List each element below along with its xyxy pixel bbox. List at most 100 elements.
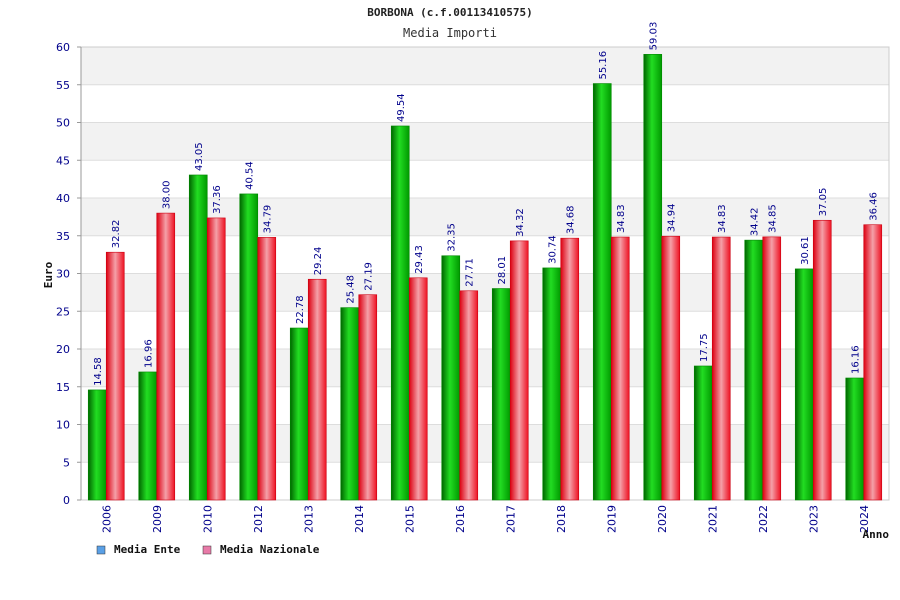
data-label: 28.01 [497,256,508,285]
bar-media-nazionale-2018 [560,237,580,501]
data-label: 34.83 [717,204,728,233]
bar-media-ente-2006 [87,389,107,501]
y-tick-label: 25 [56,305,70,318]
data-label: 34.32 [515,208,526,237]
bar-media-ente-2020 [643,54,663,501]
data-label: 16.16 [851,345,862,374]
y-tick-label: 55 [56,79,70,92]
bar-media-ente-2018 [542,267,562,501]
bar-media-nazionale-2017 [509,240,529,501]
bar-media-ente-2012 [239,193,259,501]
data-label: 30.74 [548,235,559,264]
data-label: 17.75 [699,333,710,362]
data-label: 22.78 [295,295,306,324]
data-label: 27.71 [465,258,476,287]
x-tick-label-2015: 2015 [403,505,416,533]
bar-media-nazionale-2015 [408,277,428,501]
legend-label-media-nazionale: Media Nazionale [220,543,320,556]
data-label: 16.96 [144,339,155,368]
grid-band [81,160,889,198]
bar-media-nazionale-2019 [610,236,630,501]
data-label: 34.85 [768,204,779,233]
x-tick-label-2013: 2013 [302,505,315,533]
x-tick-label-2016: 2016 [454,505,467,533]
data-label: 34.42 [750,207,761,236]
grid-band [81,84,889,123]
x-tick-label-2022: 2022 [757,505,770,533]
y-tick-label: 5 [63,456,70,469]
bar-media-ente-2009 [138,371,158,501]
y-tick-label: 60 [56,41,70,54]
data-label: 55.16 [598,51,609,80]
bar-media-ente-2021 [693,365,713,501]
x-tick-label-2019: 2019 [605,505,618,533]
bar-media-nazionale-2023 [812,219,832,501]
bar-media-nazionale-2012 [257,237,277,501]
data-label: 34.68 [566,206,577,235]
chart-title: BORBONA (c.f.00113410575) [367,6,533,19]
data-label: 25.48 [346,275,357,304]
chart-subtitle: Media Importi [403,26,497,40]
bar-media-nazionale-2009 [156,212,176,501]
bar-media-ente-2016 [441,255,461,501]
data-label: 27.19 [364,262,375,291]
y-tick-label: 45 [56,154,70,167]
bar-media-ente-2017 [491,288,511,501]
bar-media-ente-2024 [845,377,865,501]
y-tick-label: 20 [56,343,70,356]
y-tick-label: 10 [56,419,70,432]
x-tick-label-2009: 2009 [151,505,164,533]
y-axis: 0 5 10 15 20 25 30 35 40 45 50 55 60 [56,41,82,507]
y-tick-label: 15 [56,381,70,394]
data-label: 34.83 [616,204,627,233]
data-label: 32.35 [447,223,458,252]
bar-media-ente-2019 [592,83,612,501]
y-tick-label: 0 [63,494,70,507]
bar-media-nazionale-2014 [358,294,378,501]
x-tick-label-2023: 2023 [807,505,820,533]
bar-media-ente-2015 [390,125,410,501]
legend-swatch-media-nazionale [202,545,212,555]
data-label: 59.03 [649,22,660,51]
bars [87,54,883,501]
bar-media-ente-2023 [794,268,814,501]
data-label: 37.05 [818,188,829,217]
data-label: 30.61 [800,236,811,265]
data-label: 43.05 [194,142,205,171]
bar-media-nazionale-2010 [206,217,226,501]
x-tick-label-2024: 2024 [858,505,871,533]
data-label: 34.79 [263,205,274,234]
data-label: 49.54 [396,93,407,122]
legend-label-media-ente: Media Ente [114,543,181,556]
data-label: 40.54 [245,161,256,190]
y-tick-label: 30 [56,268,70,281]
data-label: 37.36 [212,185,223,214]
bar-media-nazionale-2013 [307,278,327,501]
data-label: 14.58 [93,357,104,386]
data-label: 36.46 [869,192,880,221]
x-axis: 2006 2009 2010 2012 2013 2014 2015 2016 2017 2018… [100,505,871,533]
x-tick-label-2017: 2017 [504,505,517,533]
bar-media-nazionale-2020 [661,235,681,501]
bar-media-nazionale-2022 [762,236,782,501]
bar-media-nazionale-2024 [863,224,883,501]
x-tick-label-2014: 2014 [353,505,366,533]
y-tick-label: 35 [56,230,70,243]
grid-band [81,47,889,85]
x-tick-label-2020: 2020 [656,505,669,533]
x-tick-label-2021: 2021 [706,505,719,533]
bar-media-ente-2010 [188,174,208,501]
data-label: 29.24 [313,247,324,276]
y-tick-label: 50 [56,117,70,130]
x-axis-label: Anno [863,528,890,541]
bar-media-nazionale-2006 [105,251,125,501]
y-axis-label: Euro [42,261,55,288]
x-tick-label-2010: 2010 [201,505,214,533]
bar-media-nazionale-2021 [711,236,731,501]
x-tick-label-2018: 2018 [555,505,568,533]
data-label: 34.94 [667,204,678,233]
data-label: 32.82 [111,220,122,249]
bar-media-ente-2013 [289,327,309,501]
data-label: 38.00 [162,180,173,209]
